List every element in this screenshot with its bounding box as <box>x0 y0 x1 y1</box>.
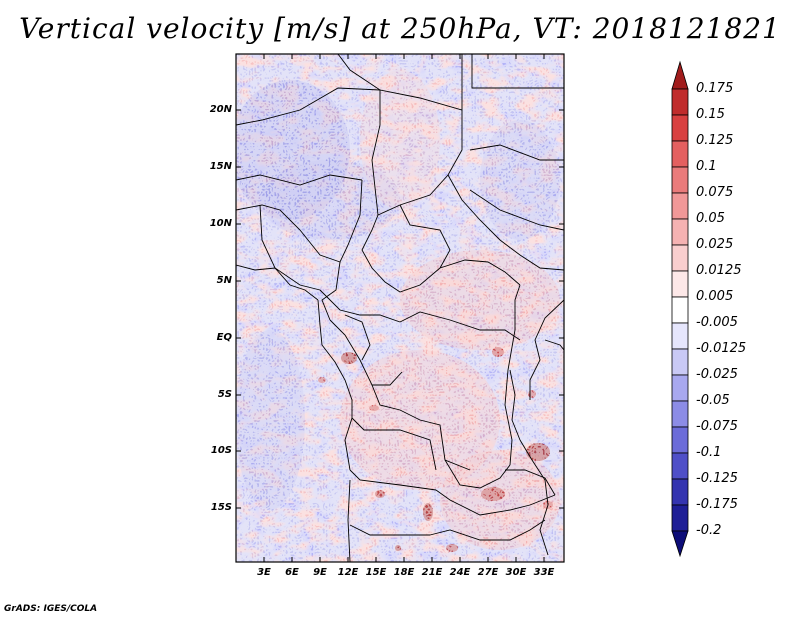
colorbar-segment-12 <box>671 374 689 402</box>
colorbar-label: -0.05 <box>696 393 730 408</box>
chart-title: Vertical velocity [m/s] at 250hPa, VT: 2… <box>19 12 781 45</box>
colorbar-label: 0.125 <box>696 133 734 148</box>
colorbar-label: -0.1 <box>696 445 722 460</box>
lon-label: 30E <box>505 567 527 578</box>
lon-label: 33E <box>533 567 555 578</box>
lat-label: 10S <box>210 445 232 456</box>
colorbar-segment-11 <box>671 348 689 376</box>
colorbar-segment-13 <box>671 400 689 428</box>
colorbar-label: 0.0125 <box>696 263 742 278</box>
colorbar-label: -0.005 <box>696 315 738 330</box>
map-frame <box>235 53 565 563</box>
colorbar-label: 0.05 <box>696 211 725 226</box>
lat-label: 10N <box>209 218 232 229</box>
colorbar-segment-15 <box>671 452 689 480</box>
colorbar-segment-9 <box>671 296 689 324</box>
colorbar-segment-3 <box>671 140 689 168</box>
axis-ticks <box>236 54 564 562</box>
lat-label: 20N <box>209 104 232 115</box>
country-borders <box>236 54 564 562</box>
lat-label: 5S <box>217 389 232 400</box>
lat-label: 15N <box>209 161 232 172</box>
colorbar-label: 0.005 <box>696 289 734 304</box>
lon-label: 12E <box>337 567 359 578</box>
lon-label: 18E <box>393 567 415 578</box>
colorbar-segment-4 <box>671 166 689 194</box>
colorbar-segment-2 <box>671 114 689 142</box>
lat-label: EQ <box>216 332 232 343</box>
colorbar-label: -0.025 <box>696 367 738 382</box>
colorbar-label: -0.2 <box>696 523 722 538</box>
lon-label: 3E <box>257 567 271 578</box>
colorbar-segment-6 <box>671 218 689 246</box>
lon-label: 6E <box>285 567 299 578</box>
velocity-field <box>236 54 564 562</box>
colorbar-segment-10 <box>671 322 689 350</box>
colorbar-label: 0.175 <box>696 81 734 96</box>
colorbar-label: 0.025 <box>696 237 734 252</box>
colorbar-segment-16 <box>671 478 689 506</box>
colorbar-segment-1 <box>671 88 689 116</box>
lon-label: 15E <box>365 567 387 578</box>
lon-label: 21E <box>421 567 443 578</box>
lon-label: 9E <box>313 567 327 578</box>
colorbar-segment-17 <box>671 504 689 532</box>
colorbar-segment-0 <box>671 60 689 90</box>
colorbar-segment-5 <box>671 192 689 220</box>
colorbar-label: 0.075 <box>696 185 734 200</box>
colorbar-segment-7 <box>671 244 689 272</box>
lat-label: 5N <box>216 275 232 286</box>
grads-credit: GrADS: IGES/COLA <box>4 604 98 614</box>
colorbar-label: -0.0125 <box>696 341 747 356</box>
colorbar-label: 0.15 <box>696 107 725 122</box>
colorbar-label: -0.075 <box>696 419 738 434</box>
colorbar-segment-8 <box>671 270 689 298</box>
lon-label: 24E <box>449 567 471 578</box>
colorbar-segment-18 <box>671 530 689 558</box>
colorbar <box>671 60 689 558</box>
colorbar-label: -0.125 <box>696 471 738 486</box>
colorbar-label: 0.1 <box>696 159 717 174</box>
colorbar-segment-14 <box>671 426 689 454</box>
lat-label: 15S <box>210 502 232 513</box>
colorbar-label: -0.175 <box>696 497 738 512</box>
lon-label: 27E <box>477 567 499 578</box>
